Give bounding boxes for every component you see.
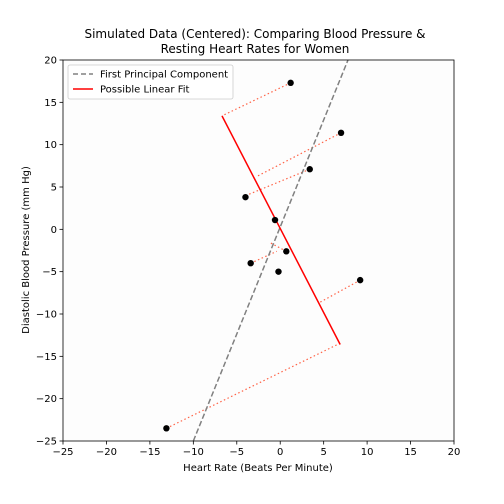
- x-tick-label-2: −15: [139, 447, 160, 458]
- data-point-9: [163, 425, 170, 432]
- data-point-2: [306, 166, 313, 173]
- projection-line-2: [247, 168, 310, 196]
- data-points: [163, 79, 364, 432]
- legend-pc-label: First Principal Component: [100, 70, 228, 81]
- linear-fit-line: [221, 115, 341, 345]
- x-axis-label: Heart Rate (Beats Per Minute): [183, 463, 333, 474]
- data-point-6: [247, 260, 254, 267]
- y-tick-label-8: 15: [44, 98, 57, 109]
- x-tick-label-7: 10: [361, 447, 374, 458]
- data-point-1: [337, 129, 345, 137]
- data-point-8: [356, 276, 364, 284]
- y-axis-label: Diastolic Blood Pressure (mm Hg): [21, 166, 32, 334]
- projection-lines: [166, 82, 361, 429]
- data-point-3: [242, 193, 249, 201]
- legend-box: [67, 64, 234, 100]
- x-tick-label-5: 0: [277, 447, 283, 458]
- x-tick-label-8: 15: [404, 447, 417, 458]
- chart-title-line-2: Resting Heart Rates for Women: [161, 42, 350, 56]
- y-tick-label-2: −15: [36, 352, 57, 363]
- x-tick-label-0: −25: [52, 447, 73, 458]
- y-tick-label-4: −5: [42, 267, 57, 278]
- data-point-0: [287, 79, 294, 87]
- first-principal-component-line: [192, 60, 349, 441]
- legend: First Principal Component Possible Linea…: [67, 64, 234, 100]
- legend-fit-label: Possible Linear Fit: [100, 85, 190, 96]
- y-tick-label-9: 20: [44, 56, 57, 67]
- x-tick-label-1: −20: [96, 447, 117, 458]
- x-tick-label-3: −10: [183, 447, 204, 458]
- plot-background: [63, 60, 454, 441]
- projection-line-4: [250, 250, 277, 264]
- projection-line-3: [268, 241, 287, 252]
- y-tick-label-3: −10: [36, 310, 57, 321]
- plot-area: [62, 59, 455, 442]
- data-point-7: [275, 268, 282, 275]
- x-tick-label-4: −5: [229, 447, 244, 458]
- plot-frame: [62, 59, 455, 442]
- y-axis-ticks: −25 −20 −15 −10 −5 0 5 10 15 20: [36, 56, 63, 448]
- y-tick-label-7: 10: [44, 140, 57, 151]
- chart-title-line-1: Simulated Data (Centered): Comparing Blo…: [84, 27, 425, 41]
- data-point-5: [283, 248, 290, 255]
- x-tick-label-9: 20: [448, 447, 461, 458]
- x-tick-label-6: 5: [320, 447, 326, 458]
- y-tick-label-0: −25: [36, 437, 57, 448]
- x-axis-ticks: −25 −20 −15 −10 −5 0 5 10 15 20: [52, 441, 460, 458]
- y-tick-label-1: −20: [36, 394, 57, 405]
- y-tick-label-5: 0: [51, 225, 57, 236]
- projection-line-0: [221, 82, 291, 117]
- series-lines: [192, 60, 349, 441]
- y-tick-label-6: 5: [51, 183, 57, 194]
- data-point-4: [271, 216, 279, 224]
